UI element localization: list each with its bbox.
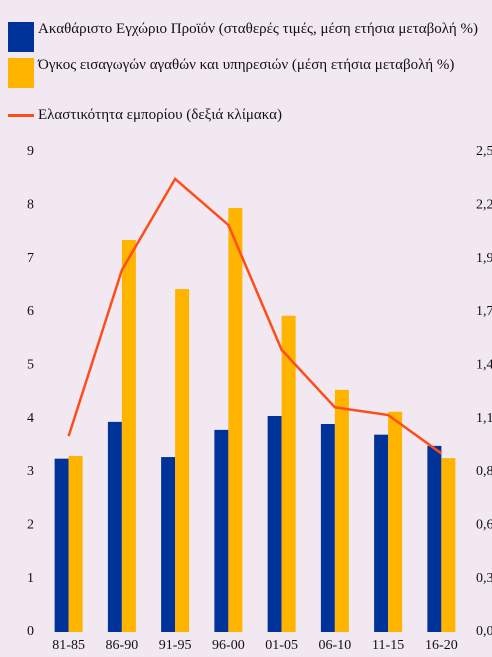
y2-tick-label: 0,0 <box>476 624 492 639</box>
y-tick-label: 1 <box>27 571 34 586</box>
y-tick-label: 5 <box>27 358 34 373</box>
legend-swatch <box>8 114 34 117</box>
y-tick-label: 4 <box>27 411 34 426</box>
bar <box>334 389 349 632</box>
bar <box>54 458 69 632</box>
y2-tick-label: 1,7 <box>476 304 492 319</box>
bar <box>281 315 296 632</box>
bar <box>374 434 389 632</box>
y-tick-label: 6 <box>27 304 34 319</box>
y2-tick-label: 0,6 <box>476 518 492 533</box>
x-tick-label: 01-05 <box>265 638 298 653</box>
x-tick-label: 86-90 <box>106 638 139 653</box>
x-tick-label: 91-95 <box>159 638 192 653</box>
bar <box>388 411 403 632</box>
legend-label: Ελαστικότητα εμπορίου (δεξιά κλίμακα) <box>38 107 283 123</box>
x-tick-label: 16-20 <box>425 638 458 653</box>
x-tick-label: 96-00 <box>212 638 245 653</box>
y2-tick-label: 1,1 <box>476 411 492 426</box>
legend-item: Ελαστικότητα εμπορίου (δεξιά κλίμακα) <box>8 107 492 123</box>
y-tick-label: 8 <box>27 198 34 213</box>
bar <box>320 424 335 632</box>
legend-swatch <box>8 22 34 52</box>
legend-label: Όγκος εισαγωγών αγαθών και υπηρεσιών (μέ… <box>38 57 455 73</box>
legend-swatch <box>8 58 34 88</box>
y2-tick-label: 2,2 <box>476 198 492 213</box>
y2-tick-label: 0,8 <box>476 464 492 479</box>
y-tick-label: 2 <box>27 518 34 533</box>
line <box>67 176 443 455</box>
bar <box>228 208 243 632</box>
bar <box>427 445 442 632</box>
y-tick-label: 0 <box>27 624 34 639</box>
bar <box>441 458 456 632</box>
bar <box>267 416 282 632</box>
y2-tick-label: 1,4 <box>476 358 492 373</box>
bar <box>214 429 229 632</box>
y-tick-label: 9 <box>27 144 34 159</box>
x-tick-label: 11-15 <box>372 638 404 653</box>
y-tick-label: 7 <box>27 251 34 266</box>
bar <box>161 457 176 632</box>
bar <box>121 240 136 632</box>
bar <box>68 456 83 632</box>
x-tick-label: 06-10 <box>319 638 352 653</box>
y2-tick-label: 1,9 <box>476 251 492 266</box>
bar <box>175 289 190 632</box>
y2-tick-label: 2,5 <box>476 144 492 159</box>
legend-item: Όγκος εισαγωγών αγαθών και υπηρεσιών (μέ… <box>8 58 492 88</box>
bar <box>107 421 122 632</box>
legend-label: Ακαθάριστο Εγχώριο Προϊόν (σταθερές τιμέ… <box>38 21 478 37</box>
legend-item: Ακαθάριστο Εγχώριο Προϊόν (σταθερές τιμέ… <box>8 22 492 52</box>
y-tick-label: 3 <box>27 464 34 479</box>
x-tick-label: 81-85 <box>52 638 85 653</box>
y2-tick-label: 0,3 <box>476 571 492 586</box>
